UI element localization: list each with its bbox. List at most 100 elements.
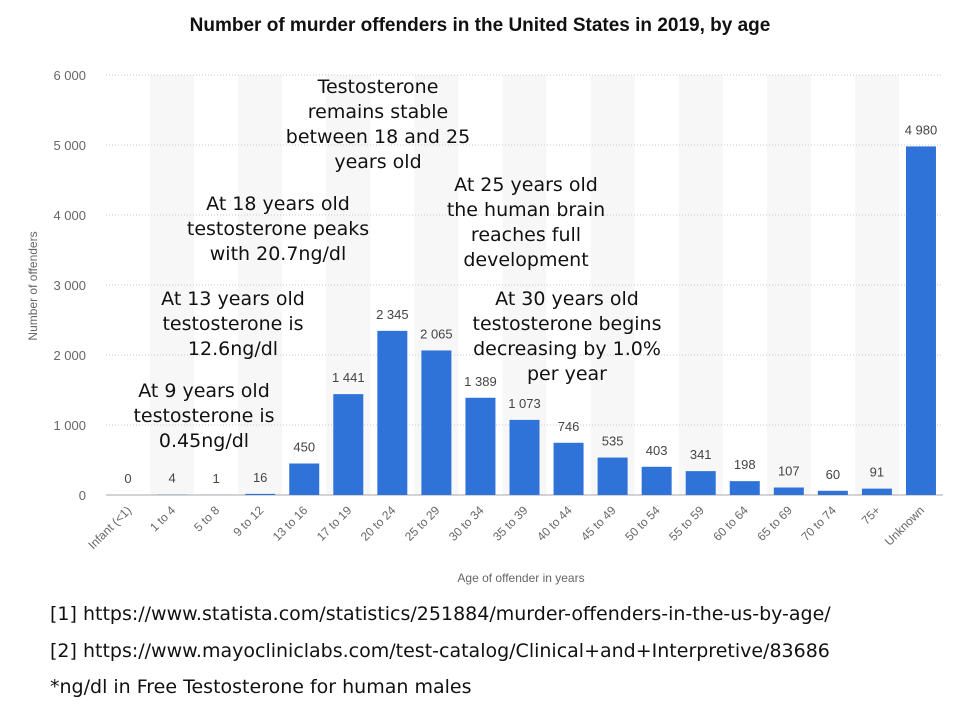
annotation: At 13 years old testosterone is 12.6ng/dl — [161, 288, 305, 360]
y-tick-label: 1 000 — [53, 418, 86, 433]
y-tick-label: 4 000 — [53, 208, 86, 223]
data-label: 16 — [253, 470, 267, 485]
data-label: 2 345 — [376, 307, 409, 322]
x-tick-label: 45 to 49 — [578, 503, 619, 544]
bar — [773, 487, 804, 495]
y-tick-label: 3 000 — [53, 278, 86, 293]
x-tick-label: 70 to 74 — [798, 503, 839, 544]
annotation: At 18 years old testosterone peaks with 20… — [187, 193, 369, 265]
chart-title: Number of murder offenders in the United… — [190, 15, 771, 36]
annotation-line: At 18 years old — [206, 193, 350, 215]
data-label: 0 — [124, 471, 131, 486]
bar — [729, 481, 760, 495]
data-label: 107 — [778, 464, 800, 479]
data-label: 403 — [646, 443, 668, 458]
bar — [685, 471, 716, 495]
annotation-line: years old — [334, 151, 421, 173]
data-label: 746 — [558, 419, 580, 434]
data-label: 450 — [293, 440, 315, 455]
x-tick-label: Unknown — [882, 503, 927, 548]
data-label: 4 980 — [905, 122, 938, 137]
x-axis-ticks: Infant (<1) 1 to 4 5 to 8 9 to 12 13 to 16 17… — [85, 503, 927, 552]
bar — [289, 463, 320, 495]
footer-note: *ng/dl in Free Testosterone for human ma… — [50, 676, 472, 698]
data-label: 91 — [870, 465, 884, 480]
data-label: 1 073 — [508, 396, 541, 411]
x-tick-label: 25 to 29 — [402, 503, 443, 544]
footer-source-2: [2] https://www.mayocliniclabs.com/test-… — [50, 640, 830, 662]
x-tick-label: 20 to 24 — [358, 503, 399, 544]
x-tick-label: 1 to 4 — [147, 503, 178, 534]
annotation: At 25 years old the human brain reaches fu… — [447, 174, 605, 271]
annotation-line: testosterone peaks — [187, 218, 369, 240]
x-tick-label: 55 to 59 — [666, 503, 707, 544]
x-tick-label: 65 to 69 — [754, 503, 795, 544]
x-axis-label: Age of offender in years — [457, 571, 584, 585]
data-label: 198 — [734, 457, 756, 472]
annotation-line: the human brain — [447, 199, 605, 221]
annotation-line: At 30 years old — [495, 288, 639, 310]
x-tick-label: 50 to 54 — [622, 503, 663, 544]
data-label: 1 441 — [332, 370, 365, 385]
annotation: At 9 years old testosterone is 0.45ng/dl — [133, 380, 274, 452]
y-axis-ticks: 0 1 000 2 000 3 000 4 000 5 000 6 000 — [53, 68, 86, 503]
bar — [333, 394, 364, 495]
annotation-line: decreasing by 1.0% — [473, 338, 661, 360]
annotation-line: 12.6ng/dl — [188, 338, 278, 360]
data-label: 4 — [168, 471, 175, 486]
y-tick-label: 5 000 — [53, 138, 86, 153]
x-tick-label: 75+ — [859, 503, 883, 527]
annotation-line: 0.45ng/dl — [159, 430, 249, 452]
bar — [861, 488, 892, 495]
x-tick-label: 35 to 39 — [490, 503, 531, 544]
bar — [465, 397, 496, 495]
background-band — [590, 75, 635, 495]
x-tick-label: 5 to 8 — [191, 503, 222, 534]
background-band — [766, 75, 811, 495]
x-tick-label: 13 to 16 — [270, 503, 311, 544]
annotation-line: At 25 years old — [454, 174, 598, 196]
bar — [377, 330, 408, 495]
y-tick-label: 0 — [79, 488, 86, 503]
x-tick-label: 17 to 19 — [314, 503, 355, 544]
annotation-line: per year — [527, 363, 607, 385]
annotation-line: At 9 years old — [138, 380, 270, 402]
annotation: At 30 years old testosterone begins decrea… — [473, 288, 662, 385]
data-label: 1 389 — [464, 374, 497, 389]
data-label: 60 — [826, 467, 840, 482]
annotation-line: testosterone is — [133, 405, 274, 427]
data-label: 535 — [602, 434, 624, 449]
bar — [509, 419, 540, 495]
data-label: 1 — [213, 471, 220, 486]
annotation-line: Testosterone — [317, 76, 439, 98]
annotation-line: remains stable — [308, 101, 449, 123]
data-labels: 0 4 1 16 450 1 441 2 345 2 065 1 389 1 073 746 535 4… — [124, 122, 937, 486]
data-label: 2 065 — [420, 326, 453, 341]
y-axis-label: Number of offenders — [26, 231, 40, 340]
x-tick-label: 30 to 34 — [446, 503, 487, 544]
x-tick-label: 40 to 44 — [534, 503, 575, 544]
bar — [641, 466, 672, 495]
data-label: 341 — [690, 447, 712, 462]
annotation-line: testosterone is — [162, 313, 303, 335]
bar — [421, 350, 452, 495]
annotation-line: At 13 years old — [161, 288, 305, 310]
x-tick-label: 9 to 12 — [230, 503, 266, 539]
y-tick-label: 2 000 — [53, 348, 86, 363]
x-tick-label: Infant (<1) — [85, 503, 134, 552]
bar — [817, 490, 848, 495]
annotation-line: with 20.7ng/dl — [210, 243, 347, 265]
annotations: At 9 years old testosterone is 0.45ng/dlAt… — [133, 76, 661, 452]
footer-source-1: [1] https://www.statista.com/statistics/… — [50, 603, 831, 625]
x-tick-label: 60 to 64 — [710, 503, 751, 544]
bars — [157, 146, 936, 495]
bar — [245, 493, 276, 495]
annotation-line: between 18 and 25 — [286, 126, 470, 148]
bar — [905, 146, 936, 495]
bar — [553, 442, 584, 495]
bar — [597, 457, 628, 495]
annotation: Testosterone remains stable between 18 and… — [286, 76, 470, 173]
annotation-line: development — [463, 249, 588, 271]
y-tick-label: 6 000 — [53, 68, 86, 83]
